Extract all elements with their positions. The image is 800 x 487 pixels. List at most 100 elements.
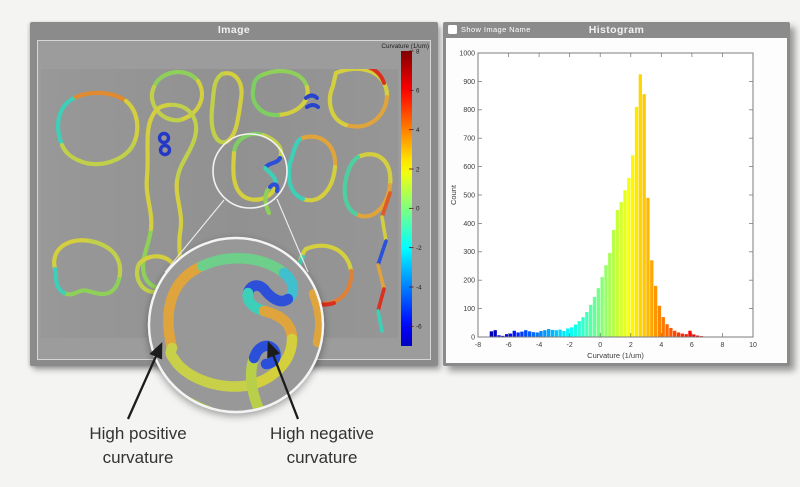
- svg-text:400: 400: [463, 221, 475, 228]
- histogram-panel: Show Image Name Histogram -8 -6 -4 -2 0 2 4 6 8 1…: [443, 22, 790, 366]
- histogram-bar: [688, 330, 692, 337]
- show-image-name-checkbox[interactable]: [448, 25, 457, 34]
- svg-text:-6: -6: [505, 342, 511, 349]
- svg-text:1000: 1000: [459, 50, 475, 57]
- histogram-title-text: Histogram: [588, 24, 645, 36]
- image-panel: Image 8 6 4 2 0 -2 -4 -6 Curvature (1/um): [30, 22, 438, 366]
- curvature-image-canvas: 8 6 4 2 0 -2 -4 -6 Curvature (1/um): [41, 43, 429, 346]
- histogram-bar: [669, 327, 673, 337]
- histogram-bar: [611, 229, 616, 337]
- histogram-bar: [497, 335, 501, 337]
- histogram-bar: [695, 335, 700, 337]
- histogram-bar: [501, 335, 505, 337]
- svg-text:10: 10: [749, 342, 757, 349]
- histogram-bar: [566, 328, 570, 337]
- histogram-bar: [573, 324, 578, 337]
- histogram-bar: [520, 331, 524, 337]
- svg-text:4: 4: [659, 342, 663, 349]
- histogram-bar: [619, 202, 623, 337]
- histogram-bar: [673, 330, 677, 337]
- histogram-bar: [550, 329, 555, 337]
- histogram-bar: [676, 332, 681, 337]
- svg-text:900: 900: [463, 79, 475, 86]
- colorbar-tick-label: 0: [416, 206, 420, 213]
- svg-text:300: 300: [463, 249, 475, 256]
- svg-text:-8: -8: [475, 342, 481, 349]
- svg-text:500: 500: [463, 192, 475, 199]
- histogram-bar: [524, 330, 528, 337]
- histogram-bar: [657, 305, 662, 337]
- histogram-bar: [592, 296, 597, 337]
- histogram-bar: [504, 334, 509, 337]
- histogram-bar: [508, 333, 513, 337]
- histogram-bar: [516, 332, 520, 337]
- histogram-bar: [527, 331, 532, 337]
- histogram-bar: [585, 312, 589, 337]
- histogram-bar: [531, 332, 536, 337]
- histogram-bar: [634, 106, 639, 338]
- svg-text:2: 2: [629, 342, 633, 349]
- histogram-bar: [684, 334, 688, 337]
- histogram-bar: [596, 288, 600, 337]
- svg-text:800: 800: [463, 107, 475, 114]
- histogram-xlabel: Curvature (1/um): [587, 351, 644, 360]
- histogram-bar: [650, 260, 654, 337]
- histogram-bar: [627, 177, 631, 337]
- histogram-bar: [493, 330, 497, 337]
- histogram-bar: [642, 94, 646, 338]
- high-negative-curvature-label: High negative curvature: [270, 424, 374, 467]
- histogram-bar: [547, 329, 551, 337]
- histogram-bar: [680, 333, 684, 337]
- micrograph-image: [41, 69, 398, 338]
- colorbar-tick-label: 2: [416, 166, 420, 173]
- histogram-bar: [623, 190, 627, 337]
- image-panel-title: Image: [217, 24, 251, 36]
- colorbar-tick-label: 8: [416, 48, 420, 55]
- histogram-bar: [558, 329, 562, 337]
- histogram-bar: [653, 285, 658, 337]
- histogram-bar: [543, 330, 547, 337]
- histogram-bar: [631, 155, 635, 337]
- histogram-bar: [589, 304, 593, 337]
- histogram-bar: [665, 324, 669, 337]
- histogram-panel-body: -8 -6 -4 -2 0 2 4 6 8 10 0 100 200 300 400 500 600 700 800…: [446, 38, 787, 363]
- histogram-bar: [539, 331, 543, 337]
- svg-text:0: 0: [471, 334, 475, 341]
- histogram-bar: [489, 331, 494, 337]
- histogram-ylabel: Count: [449, 184, 458, 205]
- svg-text:6: 6: [690, 342, 694, 349]
- svg-text:0: 0: [598, 342, 602, 349]
- histogram-bar: [608, 252, 612, 337]
- histogram-bar: [535, 332, 539, 337]
- svg-text:8: 8: [720, 342, 724, 349]
- histogram-bar: [581, 317, 585, 337]
- histogram-bar: [661, 317, 665, 337]
- histogram-bar: [638, 74, 642, 338]
- show-image-name-label[interactable]: Show Image Name: [461, 25, 531, 34]
- colorbar-tick-label: -2: [416, 245, 422, 252]
- svg-text:100: 100: [463, 306, 475, 313]
- colorbar-tick-label: -4: [416, 284, 422, 291]
- histogram-bar: [604, 265, 608, 337]
- histogram-bar: [554, 330, 558, 337]
- histogram-plot: -8 -6 -4 -2 0 2 4 6 8 100100200300400500600700800…: [449, 50, 757, 360]
- histogram-bar: [692, 334, 696, 337]
- histogram-bar: [600, 277, 604, 337]
- histogram-bar: [569, 327, 574, 337]
- svg-text:-2: -2: [567, 342, 573, 349]
- colorbar-tick-label: 4: [416, 127, 420, 134]
- colorbar: [401, 51, 412, 346]
- colorbar-title: Curvature (1/um): [381, 43, 429, 50]
- high-positive-curvature-label: High positive curvature: [89, 424, 187, 467]
- svg-text:700: 700: [463, 136, 475, 143]
- histogram-bar: [615, 210, 620, 337]
- histogram-bar: [577, 321, 581, 337]
- svg-text:600: 600: [463, 164, 475, 171]
- histogram-bar: [562, 331, 566, 337]
- colorbar-tick-label: -6: [416, 324, 422, 331]
- image-panel-body: 8 6 4 2 0 -2 -4 -6 Curvature (1/um): [37, 40, 431, 360]
- histogram-panel-title: Show Image Name Histogram: [443, 22, 790, 38]
- histogram-bar: [646, 197, 650, 337]
- show-image-name-control[interactable]: Show Image Name: [448, 25, 531, 34]
- colorbar-tick-label: 6: [416, 88, 420, 95]
